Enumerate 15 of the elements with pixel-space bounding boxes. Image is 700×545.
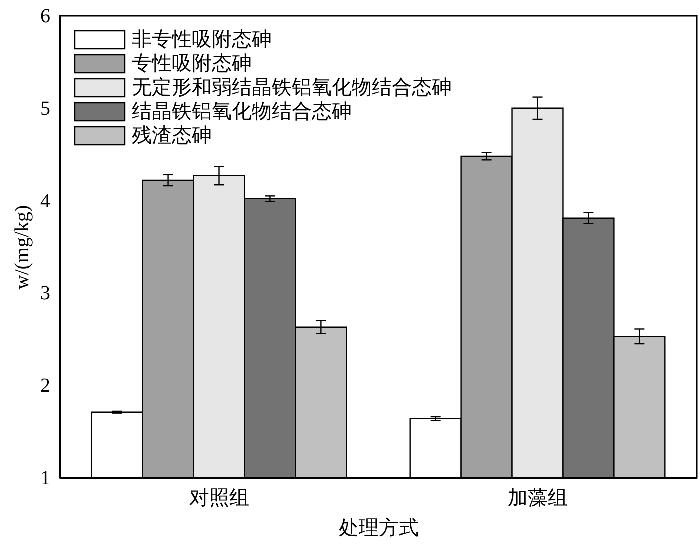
legend-label: 残渣态砷 bbox=[132, 125, 212, 147]
y-tick-label: 6 bbox=[40, 6, 50, 28]
legend-label: 专性吸附态砷 bbox=[132, 53, 252, 75]
y-tick-label: 4 bbox=[40, 190, 50, 212]
x-tick-label: 对照组 bbox=[189, 488, 250, 510]
y-tick-label: 3 bbox=[40, 282, 50, 305]
y-axis-title: w/(mg/kg) bbox=[12, 205, 34, 290]
legend-label: 无定形和弱结晶铁铝氧化物结合态砷 bbox=[132, 77, 452, 99]
y-tick-label: 1 bbox=[40, 468, 50, 490]
y-tick-label: 2 bbox=[40, 375, 50, 398]
legend-label: 结晶铁铝氧化物结合态砷 bbox=[132, 101, 352, 123]
legend-label: 非专性吸附态砷 bbox=[132, 29, 272, 51]
x-axis-title: 处理方式 bbox=[339, 516, 419, 540]
x-tick-label: 加藻组 bbox=[508, 488, 568, 510]
y-tick-label: 5 bbox=[40, 98, 50, 120]
